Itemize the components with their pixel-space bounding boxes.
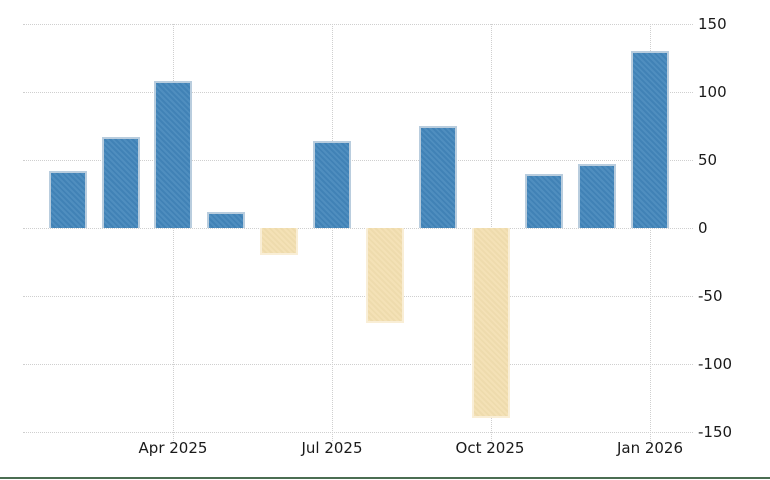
y-axis-tick-label: 0 [698,219,708,237]
y-axis-tick-label: -50 [698,287,723,305]
footer-divider [0,477,770,479]
bar-0[interactable] [48,170,87,228]
horizontal-gridline [23,24,693,25]
vertical-gridline [649,24,651,441]
bar-11[interactable] [630,51,669,228]
bar-8[interactable] [472,228,511,419]
x-axis-tick-label: Oct 2025 [455,439,525,457]
bar-3[interactable] [207,211,246,228]
horizontal-gridline [23,228,693,229]
vertical-gridline [332,24,334,441]
bar-7[interactable] [419,126,458,228]
bar-2[interactable] [154,81,193,228]
bar-1[interactable] [101,136,140,228]
y-axis-tick-label: 50 [698,151,718,169]
x-axis-tick-label: Jul 2025 [301,439,363,457]
bar-4[interactable] [260,228,299,256]
horizontal-gridline [23,296,693,297]
horizontal-gridline [23,92,693,93]
bar-5[interactable] [313,140,352,228]
horizontal-gridline [23,160,693,161]
bar-10[interactable] [578,164,617,228]
y-axis-tick-label: 150 [698,15,727,33]
y-axis-tick-label: -100 [698,355,733,373]
bar-6[interactable] [366,228,405,324]
horizontal-gridline [23,432,693,433]
x-axis-tick-label: Apr 2025 [138,439,208,457]
x-axis-tick-label: Jan 2026 [616,439,684,457]
horizontal-gridline [23,364,693,365]
y-axis-tick-label: -150 [698,423,733,441]
vertical-gridline [173,24,175,441]
y-axis-tick-label: 100 [698,83,727,101]
bar-9[interactable] [525,173,564,228]
